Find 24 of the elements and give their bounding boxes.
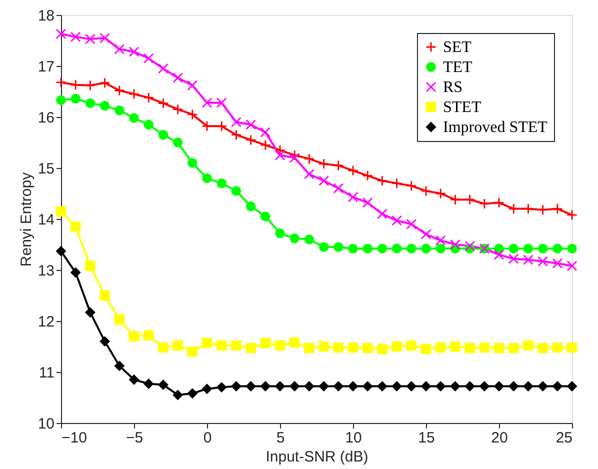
legend-label: SET <box>443 39 472 56</box>
y-tick-label: 13 <box>38 262 54 280</box>
y-tick-label: 14 <box>38 212 54 228</box>
x-axis-title: Input-SNR (dB) <box>266 448 368 466</box>
x-tick-label: 15 <box>418 430 435 446</box>
y-tick-label: 17 <box>38 58 54 76</box>
y-tick-label: 11 <box>38 364 54 382</box>
x-tick-label: 25 <box>556 430 572 446</box>
legend-label: RS <box>443 79 463 96</box>
legend-label: TET <box>443 59 473 76</box>
x-tick-label: −5 <box>126 430 144 446</box>
y-tick-label: 12 <box>38 314 54 330</box>
legend-label: Improved STET <box>443 119 548 136</box>
x-tick-label: 0 <box>203 430 212 446</box>
legend-label: STET <box>443 99 482 116</box>
y-tick-label: 18 <box>38 8 54 24</box>
y-tick-label: 16 <box>38 110 54 126</box>
y-tick-label: 15 <box>38 160 54 178</box>
y-tick-label: 10 <box>38 416 54 432</box>
x-tick-label: 20 <box>491 430 508 446</box>
x-tick-label: 10 <box>345 430 362 446</box>
y-axis-title: Renyi Entropy <box>18 172 35 267</box>
x-tick-label: −10 <box>62 430 87 446</box>
x-tick-label: 5 <box>276 430 285 446</box>
